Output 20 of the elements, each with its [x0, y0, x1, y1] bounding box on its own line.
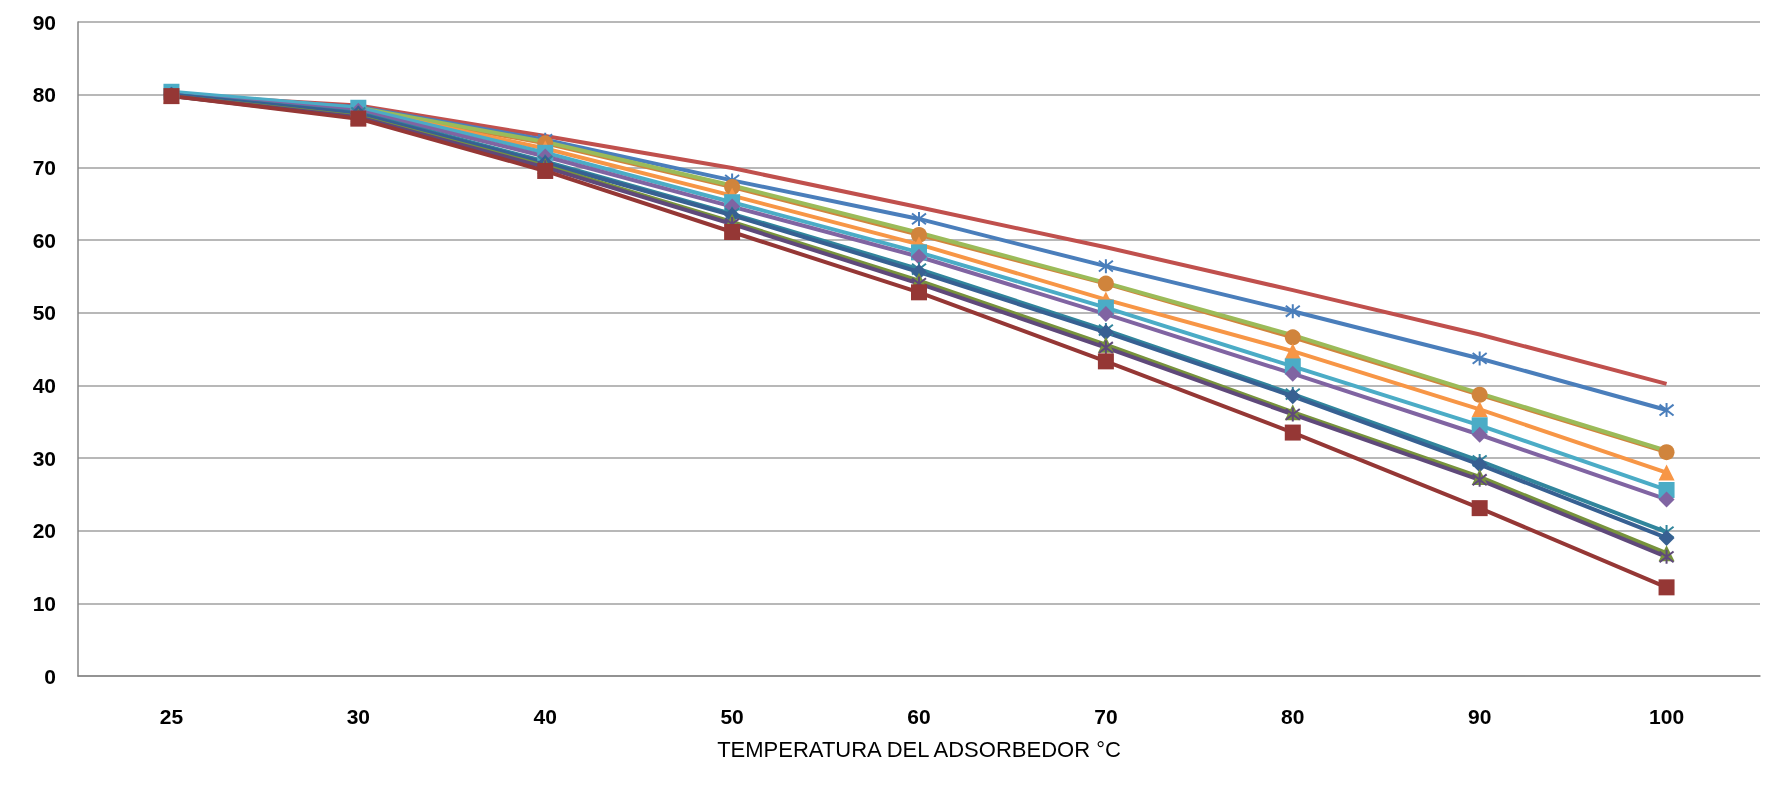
x-tick-label: 25: [159, 705, 184, 728]
x-tick-label: 50: [720, 705, 744, 728]
y-tick-label: 90: [32, 10, 56, 34]
y-tick-label: 70: [32, 155, 56, 179]
y-tick-label: 50: [32, 301, 56, 325]
x-tick-label: 70: [1094, 705, 1118, 728]
x-tick-label: 80: [1281, 705, 1305, 728]
y-tick-label: 0: [44, 664, 56, 688]
y-tick-label: 10: [32, 591, 56, 615]
x-tick-label: 90: [1467, 705, 1492, 728]
y-tick-label: 40: [32, 373, 56, 397]
x-tick-label: 100: [1649, 705, 1685, 728]
y-tick-label: 20: [32, 519, 56, 543]
x-axis-title: TEMPERATURA DEL ADSORBEDOR °C: [717, 736, 1121, 762]
y-tick-label: 60: [32, 228, 56, 252]
y-tick-label: 80: [32, 83, 56, 107]
y-tick-label: 30: [32, 446, 56, 470]
x-tick-label: 30: [346, 705, 371, 728]
x-tick-label: 60: [907, 705, 931, 728]
x-tick-label: 40: [533, 705, 557, 728]
